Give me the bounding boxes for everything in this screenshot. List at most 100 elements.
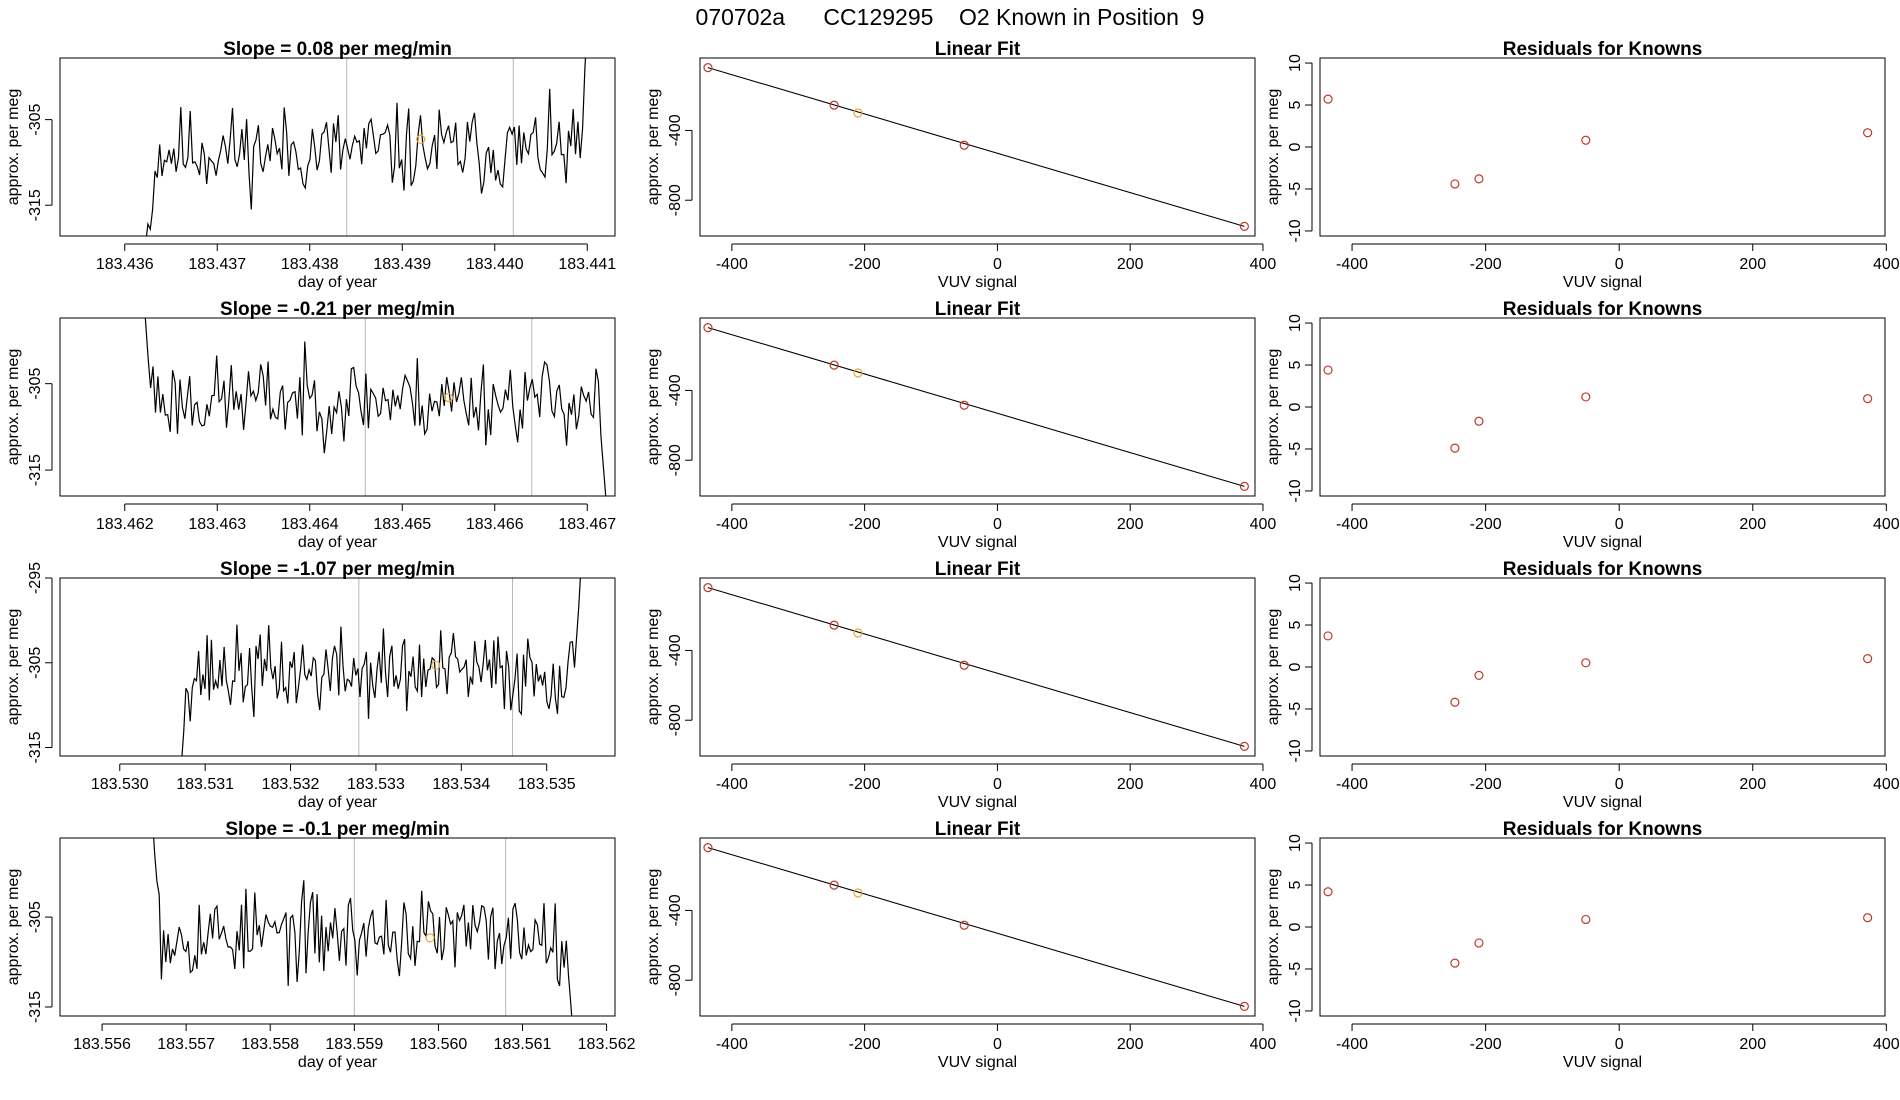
y-axis-label: approx. per meg bbox=[5, 89, 22, 206]
y-axis: -10 -5 0 5 10 bbox=[1287, 834, 1313, 1023]
x-tick-label: 400 bbox=[1873, 516, 1900, 533]
plot-area bbox=[703, 842, 1249, 1012]
plot-frame bbox=[59, 837, 616, 1017]
data-point bbox=[1863, 654, 1873, 664]
y-tick-label: 0 bbox=[1287, 142, 1304, 151]
x-tick-label: -400 bbox=[1336, 776, 1368, 793]
data-point bbox=[853, 628, 863, 638]
fit-line bbox=[707, 847, 1245, 1007]
y-tick-label: -10 bbox=[1287, 999, 1304, 1022]
plot-frame bbox=[1319, 317, 1886, 497]
data-point bbox=[703, 842, 713, 853]
data-point bbox=[853, 108, 863, 118]
y-tick-label: 10 bbox=[1287, 54, 1304, 72]
y-tick-label: 0 bbox=[1287, 402, 1304, 411]
y-axis: -400 -800 bbox=[667, 634, 693, 736]
x-tick-label: -400 bbox=[716, 776, 748, 793]
y-axis: -10 -5 0 5 10 bbox=[1287, 574, 1313, 763]
x-tick-label: 183.465 bbox=[373, 516, 431, 533]
known-sample-marker bbox=[425, 933, 435, 943]
y-tick-label: 5 bbox=[1287, 100, 1304, 109]
panel-title: Residuals for Knowns bbox=[1503, 299, 1703, 320]
x-tick-label: 183.531 bbox=[176, 776, 234, 793]
data-point bbox=[1863, 394, 1873, 404]
data-point bbox=[1474, 174, 1484, 184]
data-point bbox=[853, 368, 863, 378]
plot-area bbox=[703, 322, 1249, 492]
y-axis-label: approx. per meg bbox=[5, 609, 22, 726]
x-tick-label: 400 bbox=[1250, 256, 1277, 273]
x-axis-label: VUV signal bbox=[1563, 534, 1642, 551]
y-tick-label: -5 bbox=[1287, 182, 1304, 196]
y-axis: -10 -5 0 5 10 bbox=[1287, 314, 1313, 503]
plot-frame bbox=[1319, 57, 1886, 237]
x-tick-label: 183.562 bbox=[578, 1036, 636, 1053]
x-axis: -400 -200 0 200 400 bbox=[716, 243, 1277, 273]
data-point bbox=[959, 140, 969, 150]
panel-residuals: Residuals for Knowns -400 -200 0 200 400 VUV s… bbox=[1265, 299, 1900, 551]
x-tick-label: 0 bbox=[1615, 516, 1624, 533]
data-point bbox=[853, 888, 863, 898]
y-tick-label: -400 bbox=[667, 634, 684, 666]
y-axis: -400 -800 bbox=[667, 114, 693, 216]
panel-residuals: Residuals for Knowns -400 -200 0 200 400 VUV s… bbox=[1265, 559, 1900, 811]
x-axis: 183.436 183.437 183.438 183.439 183.440 183.4… bbox=[96, 243, 616, 273]
x-tick-label: -200 bbox=[849, 1036, 881, 1053]
x-tick-label: 0 bbox=[993, 256, 1002, 273]
data-point bbox=[1323, 631, 1333, 641]
data-point bbox=[703, 322, 713, 333]
x-tick-label: 400 bbox=[1250, 776, 1277, 793]
data-point bbox=[1239, 1001, 1249, 1012]
x-tick-label: -400 bbox=[1336, 1036, 1368, 1053]
data-point bbox=[1450, 958, 1460, 968]
x-tick-label: -200 bbox=[849, 256, 881, 273]
y-tick-label: 5 bbox=[1287, 360, 1304, 369]
x-tick-label: 183.439 bbox=[373, 256, 431, 273]
y-axis: -10 -5 0 5 10 bbox=[1287, 54, 1313, 243]
y-tick-label: -305 bbox=[27, 104, 44, 136]
y-tick-label: -400 bbox=[667, 894, 684, 926]
data-point bbox=[703, 62, 713, 73]
y-tick-label: -800 bbox=[667, 444, 684, 476]
x-axis-label: VUV signal bbox=[938, 274, 1017, 291]
data-point bbox=[1450, 697, 1460, 707]
y-tick-label: 10 bbox=[1287, 834, 1304, 852]
signal-trace-line bbox=[144, 318, 607, 496]
data-point bbox=[1581, 658, 1591, 668]
y-tick-label: -5 bbox=[1287, 702, 1304, 716]
x-tick-label: 183.464 bbox=[281, 516, 339, 533]
y-tick-label: -315 bbox=[27, 991, 44, 1023]
x-tick-label: 183.440 bbox=[466, 256, 524, 273]
x-axis-label: day of year bbox=[298, 1054, 378, 1071]
plot-frame bbox=[59, 57, 616, 237]
y-axis-label: approx. per meg bbox=[645, 89, 662, 206]
panel-residuals: Residuals for Knowns -400 -200 0 200 400 VUV s… bbox=[1265, 819, 1900, 1071]
x-tick-label: 183.559 bbox=[325, 1036, 383, 1053]
x-tick-label: 0 bbox=[1615, 256, 1624, 273]
x-tick-label: 200 bbox=[1739, 516, 1766, 533]
data-point bbox=[1239, 221, 1249, 232]
x-tick-label: -200 bbox=[849, 776, 881, 793]
data-point bbox=[1474, 416, 1484, 426]
x-tick-label: -400 bbox=[716, 1036, 748, 1053]
x-tick-label: 183.556 bbox=[73, 1036, 131, 1053]
x-tick-label: 400 bbox=[1873, 1036, 1900, 1053]
y-tick-label: -5 bbox=[1287, 442, 1304, 456]
x-tick-label: 0 bbox=[1615, 1036, 1624, 1053]
x-tick-label: -400 bbox=[716, 256, 748, 273]
x-tick-label: 200 bbox=[1739, 256, 1766, 273]
data-point bbox=[1239, 741, 1249, 752]
plot-area bbox=[1323, 94, 1873, 189]
data-point bbox=[829, 880, 839, 890]
x-axis-label: VUV signal bbox=[938, 534, 1017, 551]
figure-title: 070702a CC129295 O2 Known in Position 9 bbox=[696, 4, 1205, 30]
panel-title: Residuals for Knowns bbox=[1503, 39, 1703, 60]
fit-line bbox=[707, 327, 1245, 487]
data-point bbox=[1323, 94, 1333, 104]
y-tick-label: -400 bbox=[667, 374, 684, 406]
